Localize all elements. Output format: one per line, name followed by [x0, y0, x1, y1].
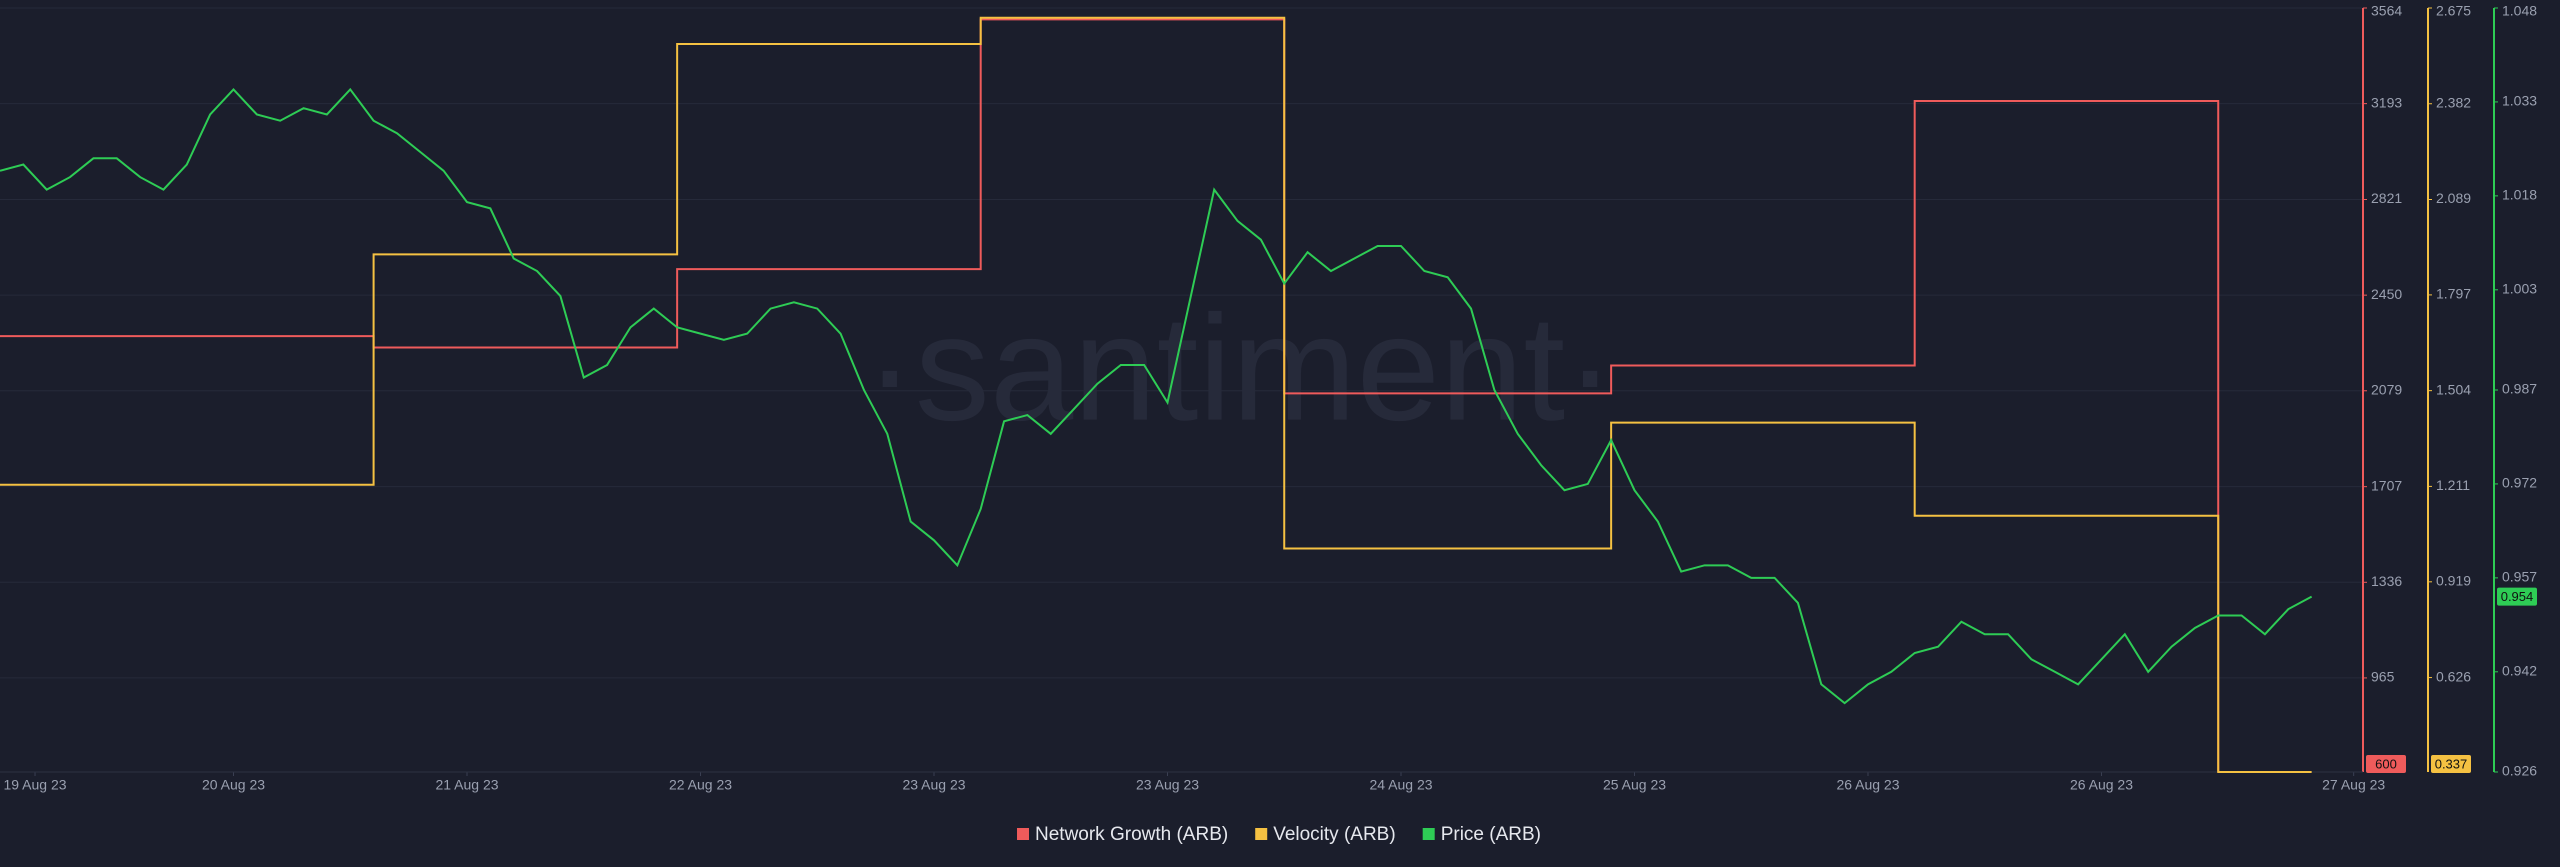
y-tick-label: 1707 — [2371, 477, 2402, 493]
legend: Network Growth (ARB) Velocity (ARB) Price … — [1017, 824, 1541, 845]
y-tick-label: 0.942 — [2502, 663, 2537, 679]
x-tick-label: 21 Aug 23 — [435, 777, 498, 793]
value-badge-label: 0.954 — [2501, 589, 2534, 604]
legend-label: Velocity (ARB) — [1273, 824, 1395, 845]
y-tick-label: 0.919 — [2436, 573, 2471, 589]
y-tick-label: 1.048 — [2502, 3, 2537, 19]
legend-swatch — [1017, 828, 1030, 840]
y-tick-label: 1.018 — [2502, 187, 2537, 203]
x-tick-label: 23 Aug 23 — [902, 777, 965, 793]
y-tick-label: 3564 — [2371, 3, 2402, 19]
y-tick-label: 0.957 — [2502, 569, 2537, 585]
x-tick-label: 22 Aug 23 — [669, 777, 732, 793]
value-badge-label: 0.337 — [2435, 756, 2468, 771]
y-tick-label: 1.797 — [2436, 286, 2471, 302]
y-tick-label: 2079 — [2371, 381, 2402, 397]
y-tick-label: 2450 — [2371, 286, 2402, 302]
y-tick-label: 1336 — [2371, 573, 2402, 589]
x-tick-label: 23 Aug 23 — [1136, 777, 1199, 793]
x-tick-label: 27 Aug 23 — [2322, 777, 2385, 793]
value-badge — [2431, 755, 2471, 773]
x-tick-label: 26 Aug 23 — [1836, 777, 1899, 793]
y-tick-label: 0.626 — [2436, 668, 2471, 684]
y-tick-label: 2.382 — [2436, 94, 2471, 110]
y-tick-label: 0.926 — [2502, 763, 2537, 779]
x-tick-label: 19 Aug 23 — [3, 777, 66, 793]
y-tick-label: 0.987 — [2502, 381, 2537, 397]
y-tick-label: 965 — [2371, 669, 2395, 685]
y-tick-label: 1.504 — [2436, 381, 2471, 397]
y-tick-label: 2.675 — [2436, 3, 2471, 19]
y-tick-label: 2821 — [2371, 190, 2402, 206]
y-tick-label: 3193 — [2371, 94, 2402, 110]
value-badge-label: 600 — [2375, 756, 2397, 771]
watermark: ·santiment· — [865, 284, 1615, 452]
legend-swatch — [1422, 828, 1435, 840]
value-badge — [2497, 587, 2537, 606]
x-tick-label: 26 Aug 23 — [2070, 777, 2133, 793]
x-tick-label: 20 Aug 23 — [202, 777, 265, 793]
series-line — [0, 87, 2313, 705]
legend-label: Price (ARB) — [1441, 824, 1541, 845]
y-tick-label: 1.211 — [2436, 477, 2470, 493]
value-badge — [2366, 755, 2406, 773]
x-tick-label: 25 Aug 23 — [1603, 777, 1666, 793]
y-tick-label: 1.003 — [2502, 281, 2537, 297]
series-line — [0, 16, 2312, 773]
y-tick-label: 1.033 — [2502, 93, 2537, 109]
legend-swatch — [1255, 828, 1268, 840]
x-tick-label: 24 Aug 23 — [1369, 777, 1432, 793]
legend-label: Network Growth (ARB) — [1035, 824, 1228, 845]
y-tick-label: 2.089 — [2436, 190, 2471, 206]
y-tick-label: 0.972 — [2502, 475, 2537, 491]
